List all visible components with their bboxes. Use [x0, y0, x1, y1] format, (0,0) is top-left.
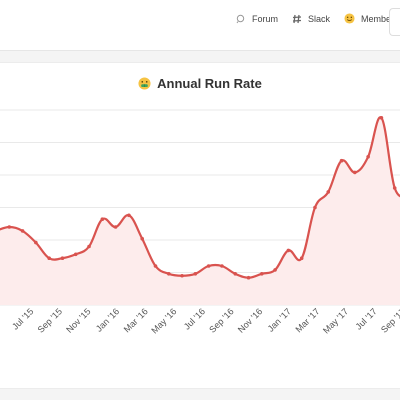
money-mouth-emoji-icon	[138, 77, 151, 90]
run-rate-area	[0, 117, 400, 305]
data-point[interactable]	[34, 240, 38, 245]
x-tick-label: Sep '15	[36, 306, 64, 334]
data-point[interactable]	[140, 236, 144, 241]
data-point[interactable]	[166, 272, 171, 276]
data-point[interactable]	[366, 155, 370, 159]
data-point[interactable]	[7, 225, 12, 229]
x-tick-label: May '17	[321, 306, 350, 335]
x-tick-label: Mar '17	[293, 306, 321, 334]
forum-icon	[236, 14, 245, 23]
data-point[interactable]	[260, 272, 264, 276]
chart-title-text: Annual Run Rate	[157, 76, 262, 91]
data-point[interactable]	[379, 116, 384, 120]
top-bar: Forum Slack Members	[0, 0, 400, 51]
x-tick-label: Jan '16	[94, 306, 121, 333]
nav-forum-label: Forum	[252, 13, 279, 24]
search-input[interactable]	[389, 8, 400, 36]
data-point[interactable]	[246, 275, 251, 280]
x-tick-label: Jul '15	[10, 306, 35, 331]
chart-title: Annual Run Rate	[0, 76, 400, 91]
data-point[interactable]	[286, 248, 291, 253]
nav-slack[interactable]: Slack	[292, 14, 330, 24]
x-tick-label: Jul '17	[354, 306, 379, 331]
data-point[interactable]	[392, 186, 397, 190]
x-tick-label: Nov '15	[64, 306, 92, 334]
data-point[interactable]	[100, 217, 105, 221]
x-tick-label: Jan '17	[266, 306, 293, 333]
top-nav: Forum Slack Members	[236, 13, 400, 24]
nav-members[interactable]: Members	[344, 13, 399, 24]
data-point[interactable]	[193, 272, 198, 276]
data-point[interactable]	[127, 213, 131, 218]
data-point[interactable]	[339, 158, 344, 163]
x-tick-label: Nov '16	[236, 306, 264, 334]
data-point[interactable]	[20, 229, 25, 233]
data-point[interactable]	[233, 272, 238, 276]
data-point[interactable]	[353, 170, 357, 175]
smiley-icon	[344, 13, 355, 24]
slack-icon	[292, 14, 302, 23]
data-point[interactable]	[326, 190, 331, 194]
data-point[interactable]	[273, 268, 277, 272]
nav-forum[interactable]: Forum	[236, 14, 278, 24]
data-point[interactable]	[73, 252, 78, 257]
nav-members-label: Members	[361, 13, 399, 24]
data-point[interactable]	[180, 273, 184, 278]
x-tick-label: Jul '16	[182, 306, 207, 331]
data-point[interactable]	[47, 256, 51, 261]
data-point[interactable]	[153, 264, 158, 268]
nav-slack-label: Slack	[308, 13, 331, 24]
data-point[interactable]	[87, 244, 91, 249]
x-tick-label: May '16	[149, 306, 178, 335]
x-tick-label: Sep '16	[207, 306, 235, 334]
data-point[interactable]	[60, 256, 65, 261]
data-point[interactable]	[220, 264, 224, 268]
x-tick-label: Mar '16	[122, 306, 150, 334]
data-point[interactable]	[313, 205, 317, 210]
data-point[interactable]	[206, 264, 211, 268]
data-point[interactable]	[113, 225, 118, 229]
data-point[interactable]	[299, 256, 304, 261]
x-tick-label: Sep '17	[379, 306, 400, 334]
